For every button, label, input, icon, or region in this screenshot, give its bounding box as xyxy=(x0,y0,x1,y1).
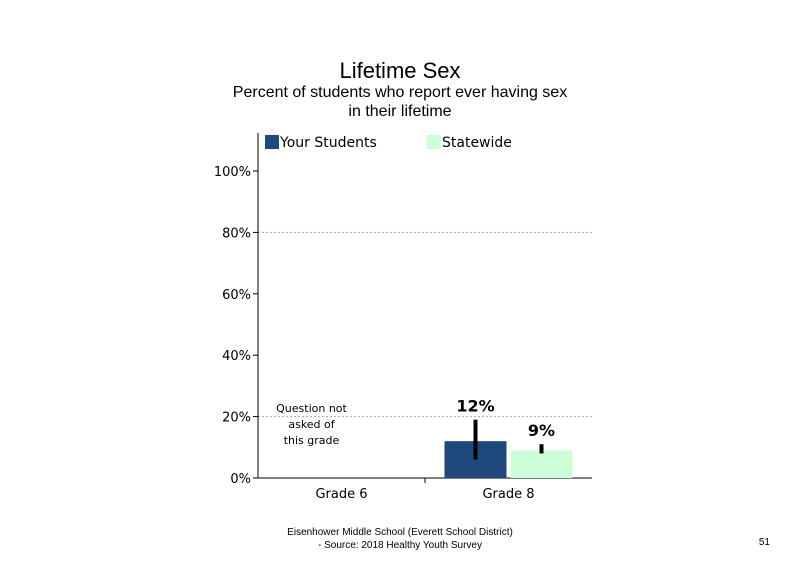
footer-school: Eisenhower Middle School (Everett School… xyxy=(287,527,513,538)
subtitle-line-2: in their lifetime xyxy=(348,103,452,120)
source-footer: Eisenhower Middle School (Everett School… xyxy=(250,526,550,552)
annotation-line: this grade xyxy=(284,434,340,447)
y-tick-label: 40% xyxy=(222,349,251,364)
chart-title: Lifetime Sex xyxy=(339,58,461,83)
data-label: 9% xyxy=(528,421,555,440)
chart-subtitle: Percent of students who report ever havi… xyxy=(200,83,600,121)
y-tick-label: 100% xyxy=(214,165,251,180)
legend-swatch xyxy=(427,135,441,149)
y-tick-label: 80% xyxy=(222,226,251,241)
annotation-line: asked of xyxy=(288,418,335,431)
legend-label: Statewide xyxy=(442,135,512,151)
data-label: 12% xyxy=(456,397,494,416)
footer-source: - Source: 2018 Healthy Youth Survey xyxy=(318,540,482,551)
y-tick-label: 20% xyxy=(222,411,251,426)
legend-label: Your Students xyxy=(279,135,377,151)
bar xyxy=(510,450,573,478)
annotation-line: Question not xyxy=(276,402,347,415)
subtitle-line-1: Percent of students who report ever havi… xyxy=(232,84,568,101)
x-tick-label: Grade 8 xyxy=(482,487,534,502)
x-tick-label: Grade 6 xyxy=(315,487,367,502)
y-tick-label: 60% xyxy=(222,288,251,303)
legend-swatch xyxy=(265,135,279,149)
page-number: 51 xyxy=(758,537,770,548)
y-tick-label: 0% xyxy=(230,472,251,487)
